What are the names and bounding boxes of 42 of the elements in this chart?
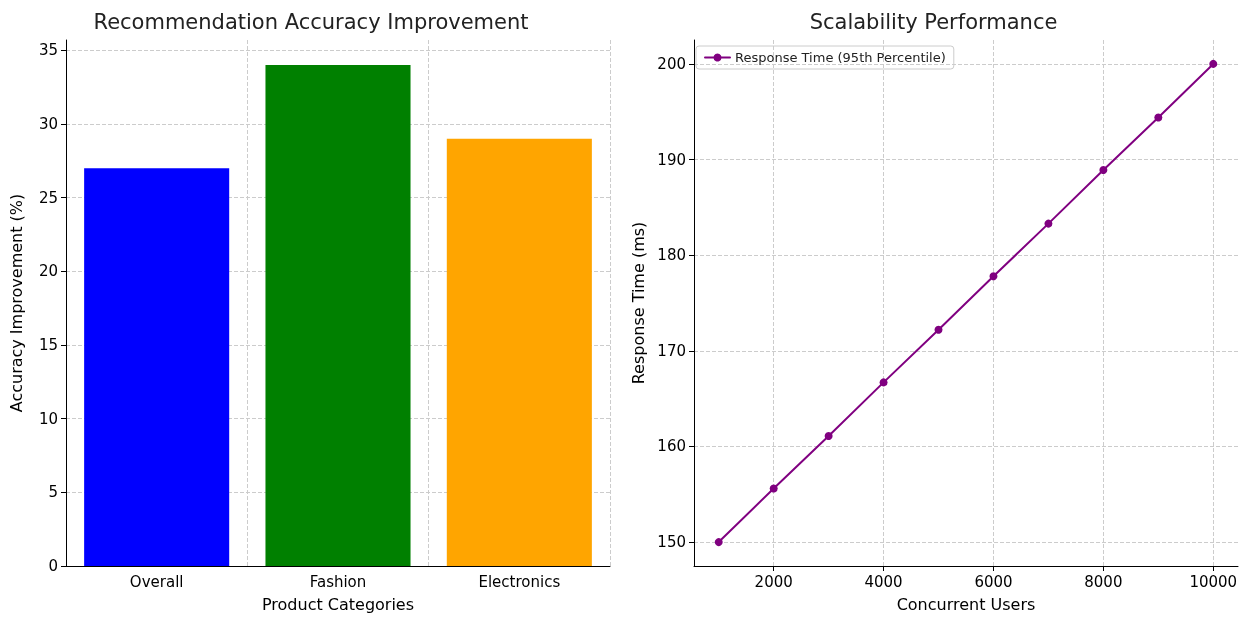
y-axis-title: Response Time (ms) [628,221,648,385]
x-axis-title: Concurrent Users [896,594,1036,614]
x-tick-label: 4000 [864,572,903,591]
y-tick-label: 170 [657,341,686,360]
y-tick-label: 0 [48,557,58,575]
y-axis-title: Accuracy Improvement (%) [6,193,26,413]
y-tick-label: 5 [48,483,58,502]
x-tick-label: 2000 [754,572,793,591]
y-tick-label: 200 [657,54,686,73]
x-tick-label: 8000 [1084,572,1123,591]
legend-label: Response Time (95th Percentile) [735,50,946,65]
x-axis-title: Product Categories [261,594,415,614]
x-tick-label: Overall [129,572,184,591]
point [1044,219,1053,228]
point [934,325,943,334]
point [1154,113,1163,122]
point [769,484,778,493]
point [1209,59,1218,68]
y-tick-label: 180 [657,246,686,265]
chart-title: Recommendation Accuracy Improvement [93,9,529,34]
point [879,378,888,387]
bar [84,168,230,566]
y-tick-label: 10 [38,409,58,428]
point [714,538,723,547]
y-tick-label: 190 [657,150,686,169]
chart-title: Scalability Performance [809,9,1058,34]
point [1099,166,1108,175]
point [989,272,998,281]
x-tick-label: Fashion [309,572,367,591]
y-tick-label: 150 [657,533,686,552]
point [824,431,833,440]
bar [265,65,411,566]
y-tick-label: 25 [38,188,58,207]
y-tick-label: 30 [38,114,58,133]
bar [446,138,592,566]
y-tick-label: 15 [38,335,58,354]
y-tick-label: 160 [657,437,686,456]
x-tick-label: Electronics [478,572,561,591]
x-tick-label: 6000 [974,572,1013,591]
y-tick-label: 35 [38,41,58,60]
x-tick-label: 10000 [1189,572,1238,591]
y-tick-label: 20 [38,262,58,281]
